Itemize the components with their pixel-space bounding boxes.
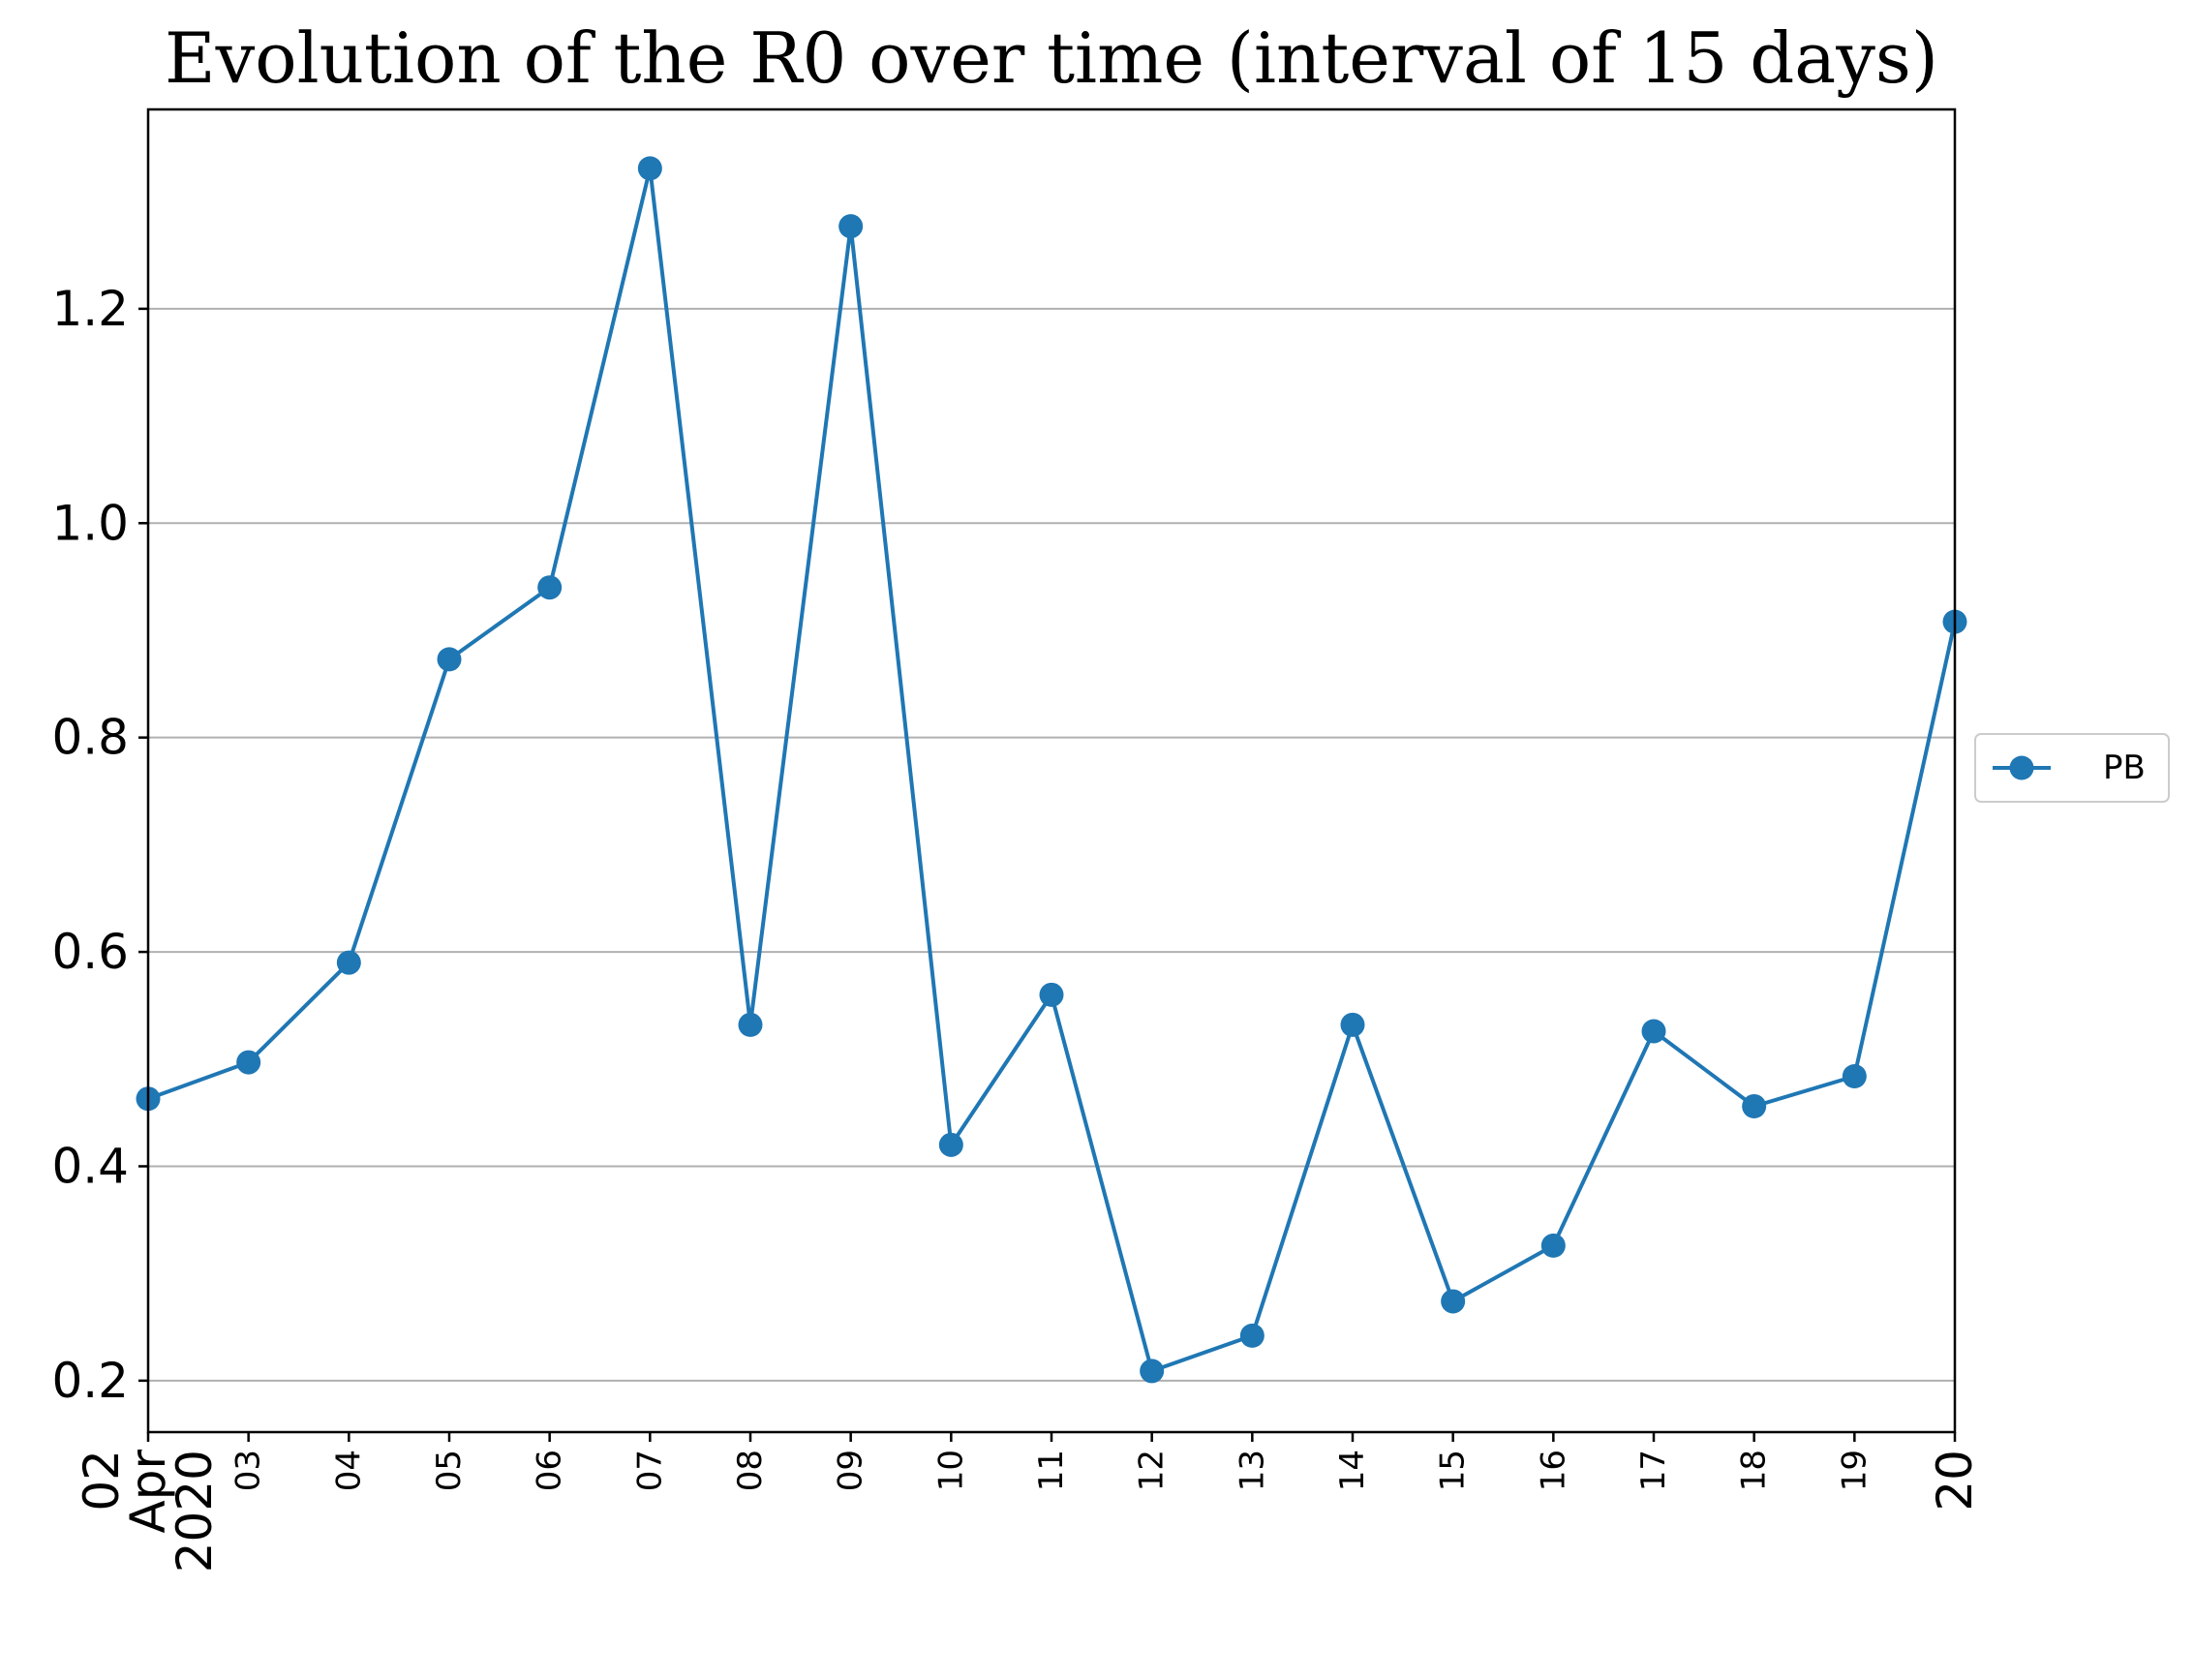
data-point [1842, 1063, 1867, 1088]
y-tick-label: 0.8 [51, 710, 129, 766]
x-tick-label: 02 [74, 1450, 130, 1512]
data-point [336, 950, 361, 975]
data-point [537, 575, 563, 600]
data-point [1140, 1359, 1165, 1384]
x-tick-label: 12 [1133, 1450, 1172, 1491]
x-tick-label: 05 [430, 1450, 469, 1491]
x-tick-label: 08 [731, 1450, 770, 1491]
data-point [637, 156, 662, 181]
x-tick-label: 15 [1434, 1450, 1473, 1491]
x-tick-label: 19 [1835, 1450, 1874, 1491]
data-point [1239, 1323, 1265, 1348]
data-point [938, 1132, 963, 1157]
x-tick-label: 13 [1233, 1450, 1271, 1491]
y-tick-label: 1.0 [51, 495, 129, 551]
data-point [1742, 1093, 1767, 1118]
data-point [1641, 1019, 1666, 1044]
x-tick-label: 2020 [167, 1450, 223, 1573]
y-axis: 0.2 0.4 0.6 0.8 1.0 1.2 [51, 281, 148, 1409]
data-point [1340, 1012, 1365, 1037]
x-tick-label: 18 [1735, 1450, 1774, 1491]
data-point [738, 1012, 763, 1037]
y-tick-label: 0.6 [51, 924, 129, 980]
legend-box [1974, 733, 2170, 803]
x-tick-label: 10 [931, 1450, 970, 1491]
grid-lines [148, 307, 1955, 1382]
plot-frame [146, 107, 1957, 1434]
x-tick-label: 17 [1634, 1450, 1673, 1491]
y-tick-label: 0.4 [51, 1138, 129, 1194]
x-tick-label: 11 [1032, 1450, 1071, 1491]
chart-title: Evolution of the R0 over time (interval … [165, 17, 1938, 99]
data-point [437, 647, 462, 672]
y-tick-label: 0.2 [51, 1353, 129, 1409]
data-point [1441, 1289, 1466, 1314]
data-point [838, 214, 864, 239]
x-tick-label: 14 [1333, 1450, 1372, 1491]
x-tick-label: 04 [329, 1450, 368, 1491]
data-point [1540, 1233, 1566, 1258]
x-tick-label: 20 [1927, 1450, 1983, 1512]
x-tick-label: 09 [832, 1450, 870, 1491]
x-tick-label: 07 [630, 1450, 669, 1491]
x-tick-label: 06 [531, 1450, 569, 1491]
data-point [1039, 982, 1064, 1007]
legend: PB [1974, 733, 2170, 803]
series-pb [136, 156, 1967, 1384]
legend-label: PB [2103, 748, 2146, 787]
x-tick-label: 03 [229, 1450, 268, 1491]
x-tick-label: 16 [1534, 1450, 1572, 1491]
legend-marker-swatch [2009, 755, 2034, 780]
series-line [147, 166, 1957, 1373]
data-point [236, 1050, 261, 1075]
y-tick-label: 1.2 [51, 281, 129, 337]
x-tick-label: Apr [120, 1450, 176, 1534]
